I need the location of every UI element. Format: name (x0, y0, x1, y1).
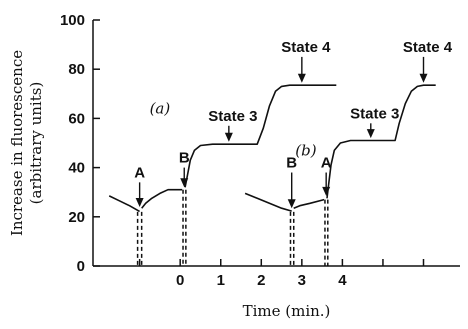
y-tick-label: 0 (77, 258, 85, 275)
y-tick-label: 40 (68, 160, 85, 177)
data-layer (108, 84, 436, 266)
x-tick-label: 4 (338, 272, 347, 289)
trace-b (293, 198, 325, 209)
annotation-label: State 4 (281, 39, 331, 56)
arrow-head (180, 178, 189, 188)
x-tick-label: 1 (217, 272, 225, 289)
y-axis-label: (arbitrary units) (27, 82, 45, 205)
annotation-label: State 4 (403, 39, 453, 56)
trace-a (108, 195, 140, 213)
annotation-label: State 3 (350, 105, 399, 122)
trace-a (184, 84, 337, 188)
x-tick-label: 3 (298, 272, 306, 289)
y-tick-label: 60 (68, 110, 85, 127)
arrow-head (366, 129, 375, 139)
arrow-head (297, 73, 306, 83)
y-axis-label: Increase in fluorescence (8, 50, 26, 236)
annotation-layer (135, 56, 428, 209)
annotation-label: A (321, 155, 332, 172)
axes-layer (92, 19, 460, 267)
arrow-head (135, 197, 144, 207)
y-tick-label: 20 (68, 209, 85, 226)
y-tick-label: 80 (68, 61, 85, 78)
arrow-head (419, 73, 428, 83)
arrow-head (224, 132, 233, 142)
trace-a (141, 188, 183, 209)
annotation-label: State 3 (208, 108, 257, 125)
x-tick-label: 2 (257, 272, 265, 289)
annotation-label: B (286, 155, 297, 172)
y-tick-label: 100 (60, 12, 85, 29)
panel-label: (a) (150, 99, 171, 117)
annotation-label: B (179, 150, 190, 167)
x-axis-label: Time (min.) (243, 302, 331, 320)
arrow-head (322, 186, 331, 196)
trace-b (326, 84, 436, 199)
arrow-head (287, 199, 296, 209)
x-tick-label: 0 (176, 272, 184, 289)
panel-label: (b) (295, 141, 316, 159)
trace-b (244, 192, 292, 212)
annotation-label: A (134, 164, 145, 181)
text-layer: 0 20 40 60 80 100 0 1 2 3 4 Time (min.) Increase in … (8, 12, 453, 320)
